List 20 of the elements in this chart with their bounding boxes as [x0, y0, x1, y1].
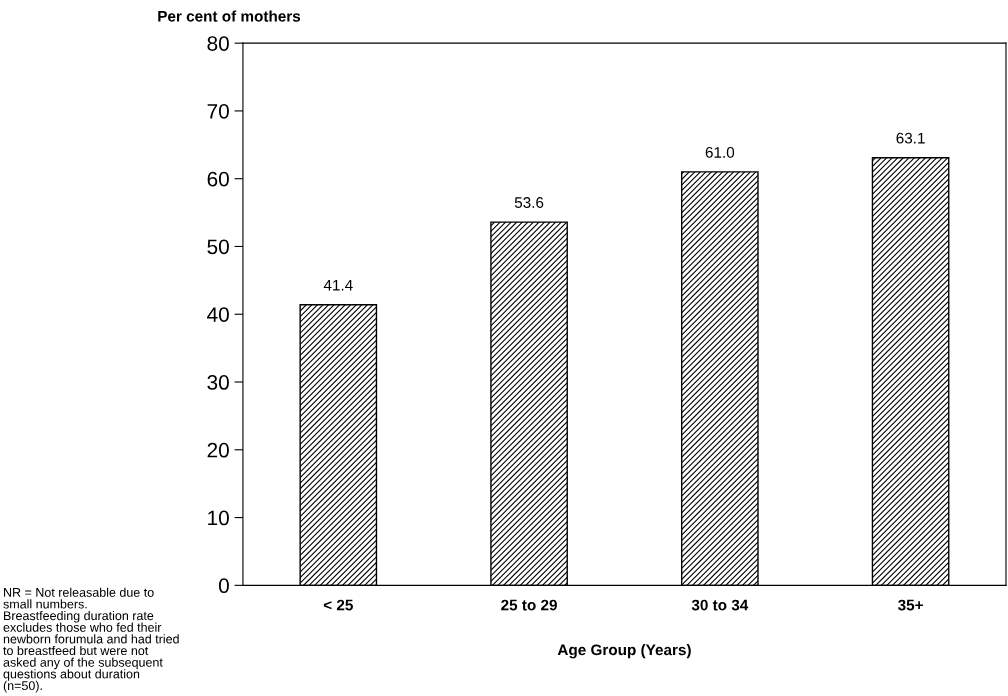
y-tick-label: 10	[208, 510, 229, 526]
data-label: 63.1	[896, 132, 925, 144]
x-tick-label: < 25	[323, 599, 353, 611]
y-tick-label: 70	[207, 103, 229, 119]
y-tick-label: 0	[218, 578, 229, 594]
text: NR = Not releasable due to small numbers. Breastfeeding duration rate excludes those who fed their newborn forumula and had tried to breastfeed but were not asked any of the subsequent questions about duration (n=50).	[3, 587, 179, 693]
y-tick-label: 20	[207, 442, 229, 458]
x-tick-label: 25 to 29	[501, 599, 557, 611]
y-tick-label: 30	[207, 375, 229, 390]
y-tick-label: 80	[207, 36, 229, 51]
x-axis-title: Age Group (Years)	[557, 644, 691, 659]
y-tick-label: 40	[207, 307, 229, 322]
data-label: 61.0	[705, 146, 735, 158]
y-axis-title: Per cent of mothers	[158, 10, 301, 22]
y-tick-label: 50	[207, 239, 229, 255]
x-tick-label: 35+	[898, 599, 923, 611]
x-tick-label: 30 to 34	[691, 599, 749, 611]
y-tick-label: 60	[207, 171, 229, 187]
data-label: 53.6	[514, 197, 544, 208]
data-label: 41.4	[323, 279, 353, 291]
